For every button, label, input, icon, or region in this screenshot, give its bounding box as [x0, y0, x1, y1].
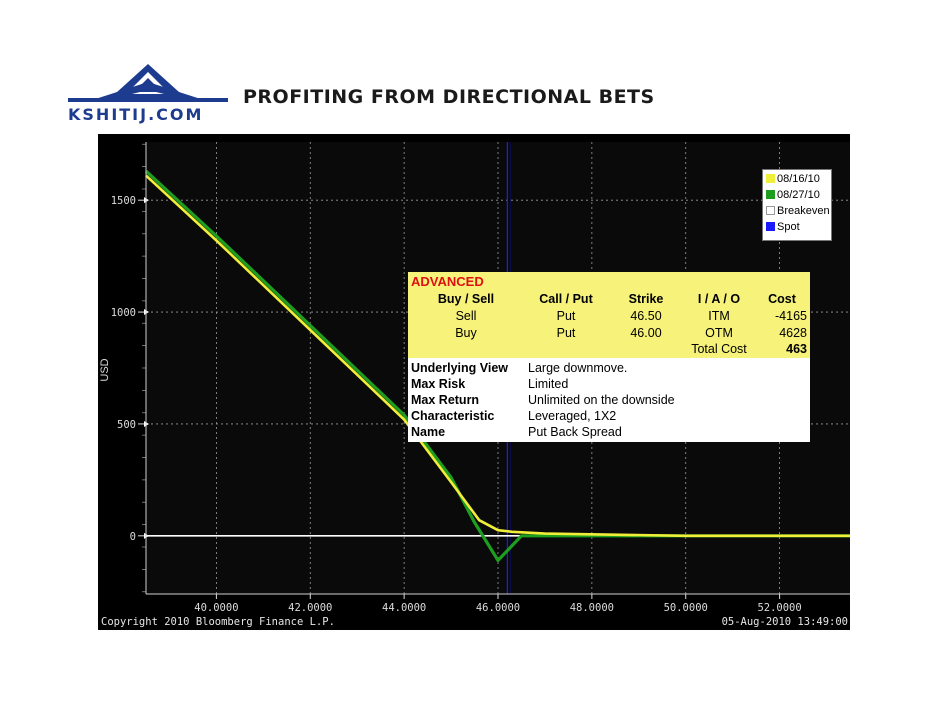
legend-label: 08/16/10 — [777, 173, 820, 185]
series-line-08-27-10 — [144, 169, 850, 562]
x-tick-label: 44.0000 — [382, 602, 426, 614]
legend-label: 08/27/10 — [777, 189, 820, 201]
chart-legend: 08/16/10 08/27/10 Breakeven Spot — [762, 169, 832, 241]
leg1-iao: ITM — [708, 309, 730, 323]
axes: 40.0000 42.0000 44.0000 46.0000 48.0000 50.00… — [111, 142, 850, 614]
col-header-iao: I / A / O — [697, 292, 741, 306]
strategy-type-label: ADVANCED — [411, 274, 484, 289]
col-header-call-put: Call / Put — [539, 292, 593, 306]
info-key-max-return: Max Return — [411, 393, 480, 407]
legend-swatch-yellow — [766, 174, 775, 183]
y-axis-label: USD — [99, 358, 111, 381]
legend-item: Breakeven — [766, 204, 830, 219]
legend-swatch-green — [766, 190, 775, 199]
total-cost-label: Total Cost — [691, 342, 747, 356]
strategy-legs-panel — [408, 272, 810, 358]
x-tick-label: 52.0000 — [757, 602, 801, 614]
page-title: PROFITING FROM DIRECTIONAL BETS — [243, 86, 655, 108]
legend-label: Spot — [777, 221, 800, 233]
leg1-cost: -4165 — [775, 309, 807, 323]
legend-item: Spot — [766, 220, 800, 235]
y-tick-label: 0 — [130, 531, 136, 543]
col-header-buy-sell: Buy / Sell — [437, 292, 495, 306]
leg2-buy-sell: Buy — [455, 326, 477, 340]
series-line-08-16-10 — [145, 174, 850, 538]
leg1-call-put: Put — [556, 309, 576, 323]
col-header-cost: Cost — [768, 292, 796, 306]
leg2-cost: 4628 — [779, 326, 807, 340]
total-cost-value: 463 — [786, 342, 807, 356]
info-value-underlying-view: Large downmove. — [528, 361, 628, 375]
legend-item: 08/16/10 — [766, 172, 820, 187]
info-key-characteristic: Characteristic — [411, 409, 495, 423]
leg1-strike: 46.50 — [630, 309, 662, 323]
x-tick-label: 42.0000 — [288, 602, 332, 614]
info-value-characteristic: Leveraged, 1X2 — [528, 409, 617, 423]
strategy-table: ADVANCED Buy / Sell Call / Put Strike I … — [408, 272, 810, 442]
x-tick-label: 46.0000 — [476, 602, 520, 614]
info-value-name: Put Back Spread — [528, 425, 622, 439]
info-key-max-risk: Max Risk — [411, 377, 466, 391]
info-value-max-return: Unlimited on the downside — [528, 393, 675, 407]
col-header-strike: Strike — [628, 292, 664, 306]
info-key-name: Name — [411, 425, 446, 439]
y-tick-label: 1000 — [111, 307, 136, 319]
legend-swatch-blue — [766, 222, 775, 231]
footer-timestamp: 05-Aug-2010 13:49:00 — [722, 616, 848, 628]
kshitij-logo-icon — [68, 64, 228, 102]
legend-swatch-white — [766, 206, 775, 215]
leg2-iao: OTM — [705, 326, 733, 340]
strategy-info-panel — [408, 358, 810, 442]
x-tick-label: 40.0000 — [194, 602, 238, 614]
leg2-call-put: Put — [556, 326, 576, 340]
footer-copyright: Copyright 2010 Bloomberg Finance L.P. — [101, 616, 335, 628]
legend-item: 08/27/10 — [766, 188, 820, 203]
info-value-max-risk: Limited — [528, 377, 569, 391]
x-tick-label: 50.0000 — [664, 602, 708, 614]
y-tick-label: 500 — [117, 419, 136, 431]
leg1-buy-sell: Sell — [455, 309, 477, 323]
x-tick-label: 48.0000 — [570, 602, 614, 614]
logo-text: KSHITIJ.COM — [68, 105, 204, 124]
legend-label: Breakeven — [777, 205, 830, 217]
y-tick-label: 1500 — [111, 195, 136, 207]
leg2-strike: 46.00 — [630, 326, 662, 340]
info-key-underlying-view: Underlying View — [411, 361, 509, 375]
